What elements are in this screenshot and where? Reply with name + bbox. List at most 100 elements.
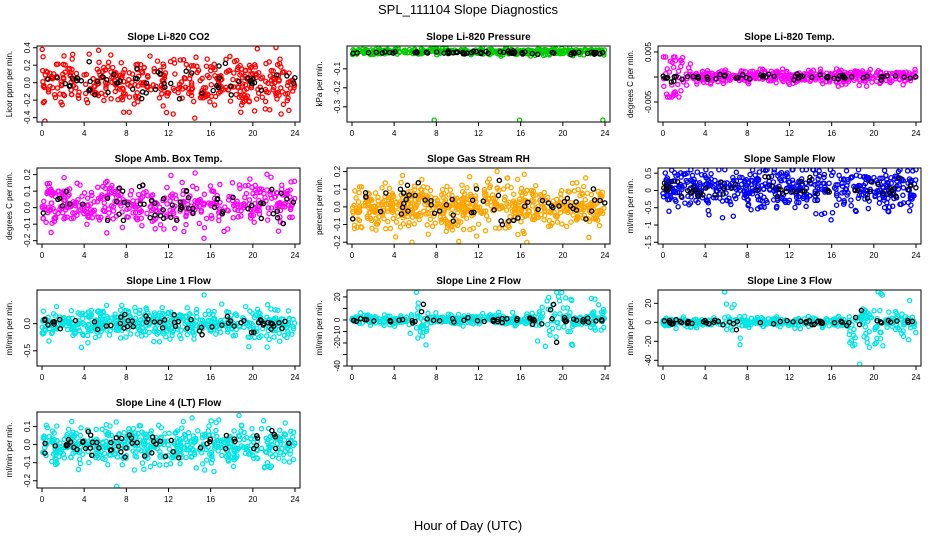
data-point [104,193,110,199]
data-point [710,194,717,201]
data-point [181,75,188,81]
data-point [705,200,712,206]
data-point [109,182,115,189]
data-point [152,326,158,332]
data-point [429,223,436,230]
data-point [598,208,605,214]
data-point [387,318,394,325]
x-tick-label: 16 [516,373,525,382]
data-point [270,68,276,74]
data-point [164,184,170,191]
data-point [174,217,180,224]
data-point [78,78,85,84]
data-point [579,190,585,196]
data-point [99,316,106,323]
data-point [387,225,394,232]
data-point [79,315,86,322]
data-point [276,320,282,326]
data-point [411,183,418,190]
data-point [879,292,886,298]
data-point [905,319,911,326]
data-point [405,208,411,214]
data-point [349,216,356,222]
data-point [830,169,836,176]
data-point [516,117,523,122]
data-point [50,206,56,212]
data-point [556,324,562,331]
data-point [895,168,902,175]
data-point [388,200,394,206]
data-point [120,90,127,97]
data-point [671,178,678,184]
data-point [403,196,409,203]
data-point [184,305,190,311]
data-point [85,321,92,328]
data-point [522,190,528,197]
data-point [52,94,59,101]
data-point [702,317,708,324]
data-point [905,186,912,193]
data-point [677,181,684,188]
data-point [400,190,407,196]
data-point [883,182,889,188]
data-point [522,49,528,55]
data-point [460,51,467,57]
data-point [203,63,210,69]
data-point [180,57,187,63]
data-point [118,59,125,66]
data-point [465,203,471,209]
data-point [187,310,193,317]
data-point [673,325,679,332]
data-point [877,307,883,314]
data-point [821,171,828,178]
data-point [138,195,144,202]
data-point [172,323,179,330]
data-point [580,319,586,325]
data-point [135,324,142,331]
data-point [100,207,106,214]
data-point [492,225,499,231]
data-point [266,59,272,65]
data-point [130,323,136,330]
data-point [260,200,267,207]
data-point [505,315,512,322]
data-point [700,79,707,86]
data-point [899,311,905,317]
data-point [419,333,426,339]
data-point [224,329,231,335]
data-point [152,226,158,232]
x-tick-label: 24 [291,129,300,138]
data-point [76,89,82,95]
data-point [771,317,777,324]
data-point [563,223,570,230]
data-point [223,69,230,75]
data-point [73,70,80,77]
data-point [539,203,545,210]
data-point [141,201,147,207]
data-point [671,90,677,96]
data-point [52,214,58,221]
data-point [679,186,685,193]
data-point [683,82,690,88]
data-point [248,329,255,336]
data-point [262,78,269,85]
x-tick-label: 16 [516,129,525,138]
data-point [128,187,135,194]
data-point [675,203,681,210]
data-point [199,332,205,338]
data-point [848,202,854,209]
data-point [496,177,503,184]
data-point [412,192,418,199]
data-point [499,221,506,228]
data-point [739,174,745,181]
data-point [877,335,884,342]
data-point [519,50,525,56]
data-point [111,314,118,320]
data-point [881,204,888,211]
data-point [481,189,488,195]
data-point [464,184,470,191]
data-point [445,50,452,57]
data-point [84,324,91,331]
data-point [111,71,117,78]
data-point [156,310,163,316]
